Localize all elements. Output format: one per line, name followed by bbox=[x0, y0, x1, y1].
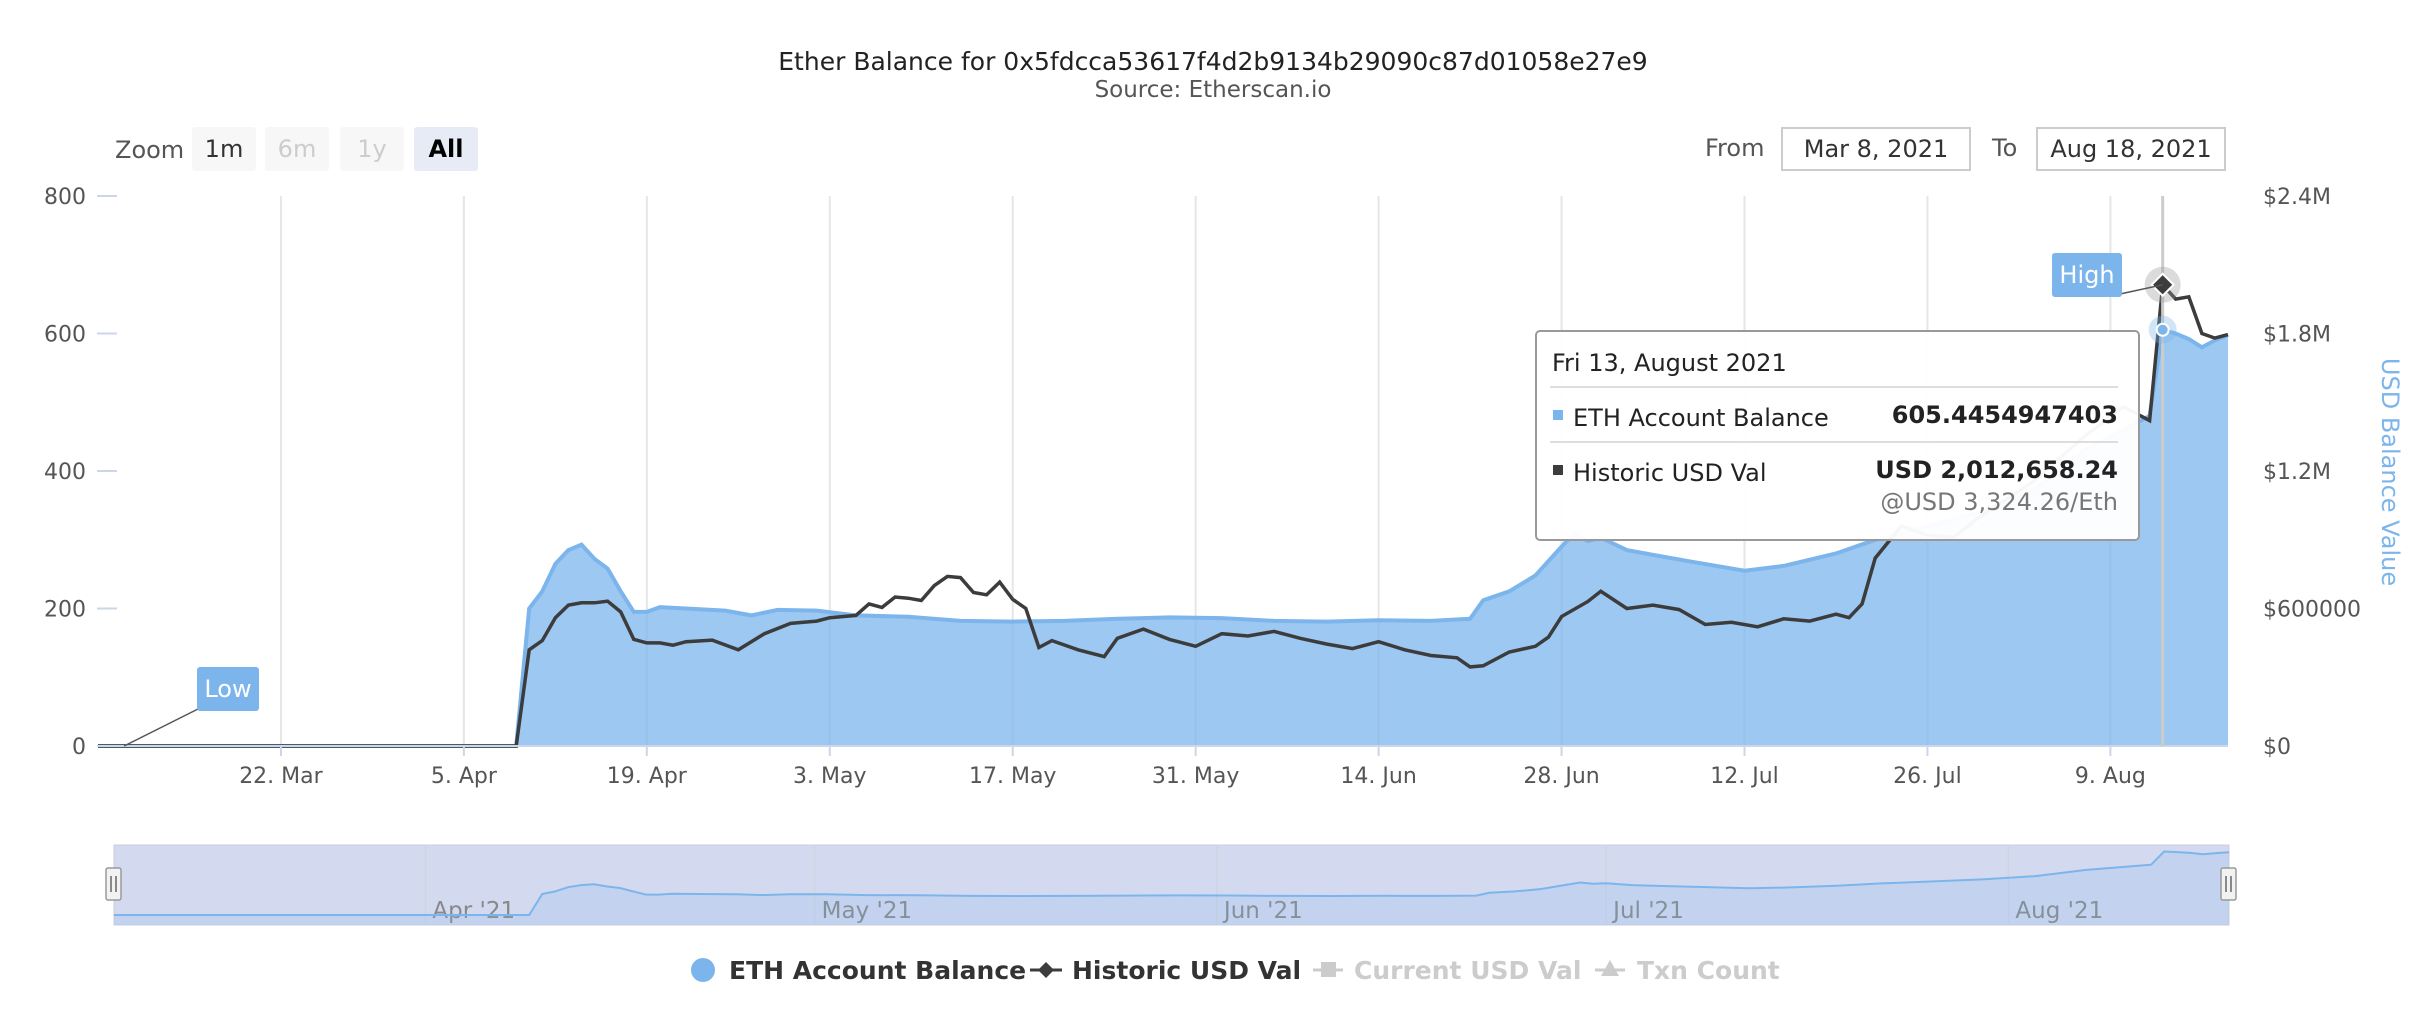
tooltip-eth-swatch bbox=[1553, 410, 1563, 420]
navigator-handle-left[interactable] bbox=[105, 867, 122, 901]
y-left-tick-label: 800 bbox=[44, 185, 86, 210]
navigator-background bbox=[114, 845, 2229, 925]
from-label: From bbox=[1705, 134, 1764, 162]
zoom-button-1y-label: 1y bbox=[357, 135, 386, 163]
zoom-button-all[interactable]: All bbox=[414, 127, 478, 171]
x-tick-label: 12. Jul bbox=[1710, 764, 1779, 789]
zoom-button-1m-label: 1m bbox=[205, 135, 244, 163]
y-right-tick-label: $1.8M bbox=[2263, 323, 2331, 348]
right-axis-title: USD Balance Value bbox=[2376, 358, 2404, 586]
tooltip-eth-value: 605.4454947403 bbox=[1892, 401, 2118, 429]
y-right-tick-label: $2.4M bbox=[2263, 185, 2331, 210]
to-label: To bbox=[1991, 134, 2017, 162]
tooltip-usd-label: Historic USD Val bbox=[1573, 459, 1767, 487]
chart-subtitle: Source: Etherscan.io bbox=[1095, 77, 1332, 103]
legend-item-current-usd-val[interactable]: Current USD Val bbox=[1313, 956, 1581, 985]
tooltip-usd-swatch bbox=[1553, 465, 1563, 475]
y-left-tick-label: 0 bbox=[72, 735, 86, 760]
legend-label-current-usd: Current USD Val bbox=[1354, 956, 1581, 985]
y-left-tick-label: 600 bbox=[44, 323, 86, 348]
zoom-button-1y[interactable]: 1y bbox=[340, 127, 404, 171]
legend-label-txn-count: Txn Count bbox=[1637, 956, 1780, 985]
navigator-area bbox=[114, 851, 2229, 925]
zoom-bar: Zoom 1m 6m 1y All bbox=[115, 127, 478, 171]
legend: ETH Account Balance Historic USD Val Cur… bbox=[691, 956, 1780, 985]
low-flag: Low bbox=[123, 667, 259, 747]
tooltip-usd-rate: @USD 3,324.26/Eth bbox=[1880, 488, 2118, 516]
x-tick-label: 31. May bbox=[1152, 764, 1239, 789]
high-flag-box bbox=[2052, 253, 2122, 297]
to-date-value: Aug 18, 2021 bbox=[2050, 135, 2211, 163]
chart-title: Ether Balance for 0x5fdcca53617f4d2b9134… bbox=[778, 47, 1647, 76]
legend-item-txn-count[interactable]: Txn Count bbox=[1595, 956, 1780, 985]
date-range-selector: From Mar 8, 2021 To Aug 18, 2021 bbox=[1705, 127, 2226, 171]
navigator-label: Jun '21 bbox=[1222, 898, 1303, 924]
tooltip-box bbox=[1535, 330, 2140, 541]
tooltip-date: Fri 13, August 2021 bbox=[1552, 349, 1787, 377]
historic-usd-line bbox=[98, 280, 2229, 748]
zoom-button-all-label: All bbox=[428, 135, 463, 163]
navigator[interactable]: Apr '21 May '21 Jun '21 Jul '21 Aug '21 bbox=[105, 844, 2237, 926]
low-flag-stem bbox=[123, 707, 201, 747]
x-tick-label: 9. Aug bbox=[2075, 764, 2146, 789]
high-flag: High bbox=[2052, 253, 2163, 297]
y-right-tick-label: $0 bbox=[2263, 735, 2291, 760]
circle-icon bbox=[691, 958, 715, 982]
x-tick-label: 14. Jun bbox=[1340, 764, 1416, 789]
low-flag-box bbox=[197, 667, 259, 711]
tooltip: Fri 13, August 2021 ETH Account Balance … bbox=[1535, 330, 2140, 541]
navigator-selection[interactable] bbox=[113, 844, 2230, 926]
x-tick-label: 5. Apr bbox=[431, 764, 498, 789]
x-tick-label: 19. Apr bbox=[607, 764, 688, 789]
legend-label-eth: ETH Account Balance bbox=[729, 956, 1026, 985]
x-tick-label: 26. Jul bbox=[1893, 764, 1962, 789]
high-flag-label: High bbox=[2059, 261, 2114, 289]
x-tick-label: 17. May bbox=[969, 764, 1056, 789]
navigator-label: Aug '21 bbox=[2015, 898, 2103, 924]
y-left-tick-label: 400 bbox=[44, 460, 86, 485]
zoom-label: Zoom bbox=[115, 136, 184, 164]
navigator-label: May '21 bbox=[822, 898, 912, 924]
high-flag-stem bbox=[2119, 284, 2163, 295]
x-tick-label: 3. May bbox=[793, 764, 866, 789]
triangle-icon bbox=[1601, 960, 1619, 976]
x-tick-label: 28. Jun bbox=[1523, 764, 1599, 789]
legend-label-usd: Historic USD Val bbox=[1072, 956, 1301, 985]
low-flag-label: Low bbox=[204, 675, 251, 703]
x-axis: 22. Mar 5. Apr 19. Apr 3. May 17. May 31. May… bbox=[239, 746, 2146, 789]
from-date-input[interactable]: Mar 8, 2021 bbox=[1781, 127, 1971, 171]
from-date-value: Mar 8, 2021 bbox=[1804, 135, 1949, 163]
x-tick-label: 22. Mar bbox=[239, 764, 323, 789]
navigator-handle-right[interactable] bbox=[2220, 867, 2237, 901]
zoom-button-6m[interactable]: 6m bbox=[265, 127, 329, 171]
y-right-tick-label: $1.2M bbox=[2263, 460, 2331, 485]
navigator-label: Jul '21 bbox=[1611, 898, 1684, 924]
square-icon bbox=[1321, 962, 1336, 977]
right-y-axis: $0 $600000 $1.2M $1.8M $2.4M bbox=[2263, 185, 2361, 760]
zoom-button-6m-label: 6m bbox=[278, 135, 317, 163]
tooltip-eth-label: ETH Account Balance bbox=[1573, 404, 1829, 432]
diamond-icon bbox=[1038, 962, 1054, 978]
to-date-input[interactable]: Aug 18, 2021 bbox=[2036, 127, 2226, 171]
navigator-line bbox=[114, 850, 2230, 916]
navigator-label: Apr '21 bbox=[432, 898, 515, 924]
legend-item-eth-account-balance[interactable]: ETH Account Balance bbox=[691, 956, 1026, 985]
y-right-tick-label: $600000 bbox=[2263, 598, 2361, 623]
y-left-tick-label: 200 bbox=[44, 598, 86, 623]
eth-hover-marker bbox=[2155, 322, 2170, 337]
left-y-axis: 0 200 400 600 800 bbox=[44, 185, 117, 760]
legend-item-historic-usd-val[interactable]: Historic USD Val bbox=[1030, 956, 1301, 985]
eth-balance-area bbox=[98, 329, 2228, 746]
navigator-grid: Apr '21 May '21 Jun '21 Jul '21 Aug '21 bbox=[424, 845, 2103, 925]
zoom-button-1m[interactable]: 1m bbox=[192, 127, 256, 171]
tooltip-usd-value: USD 2,012,658.24 bbox=[1875, 456, 2118, 484]
